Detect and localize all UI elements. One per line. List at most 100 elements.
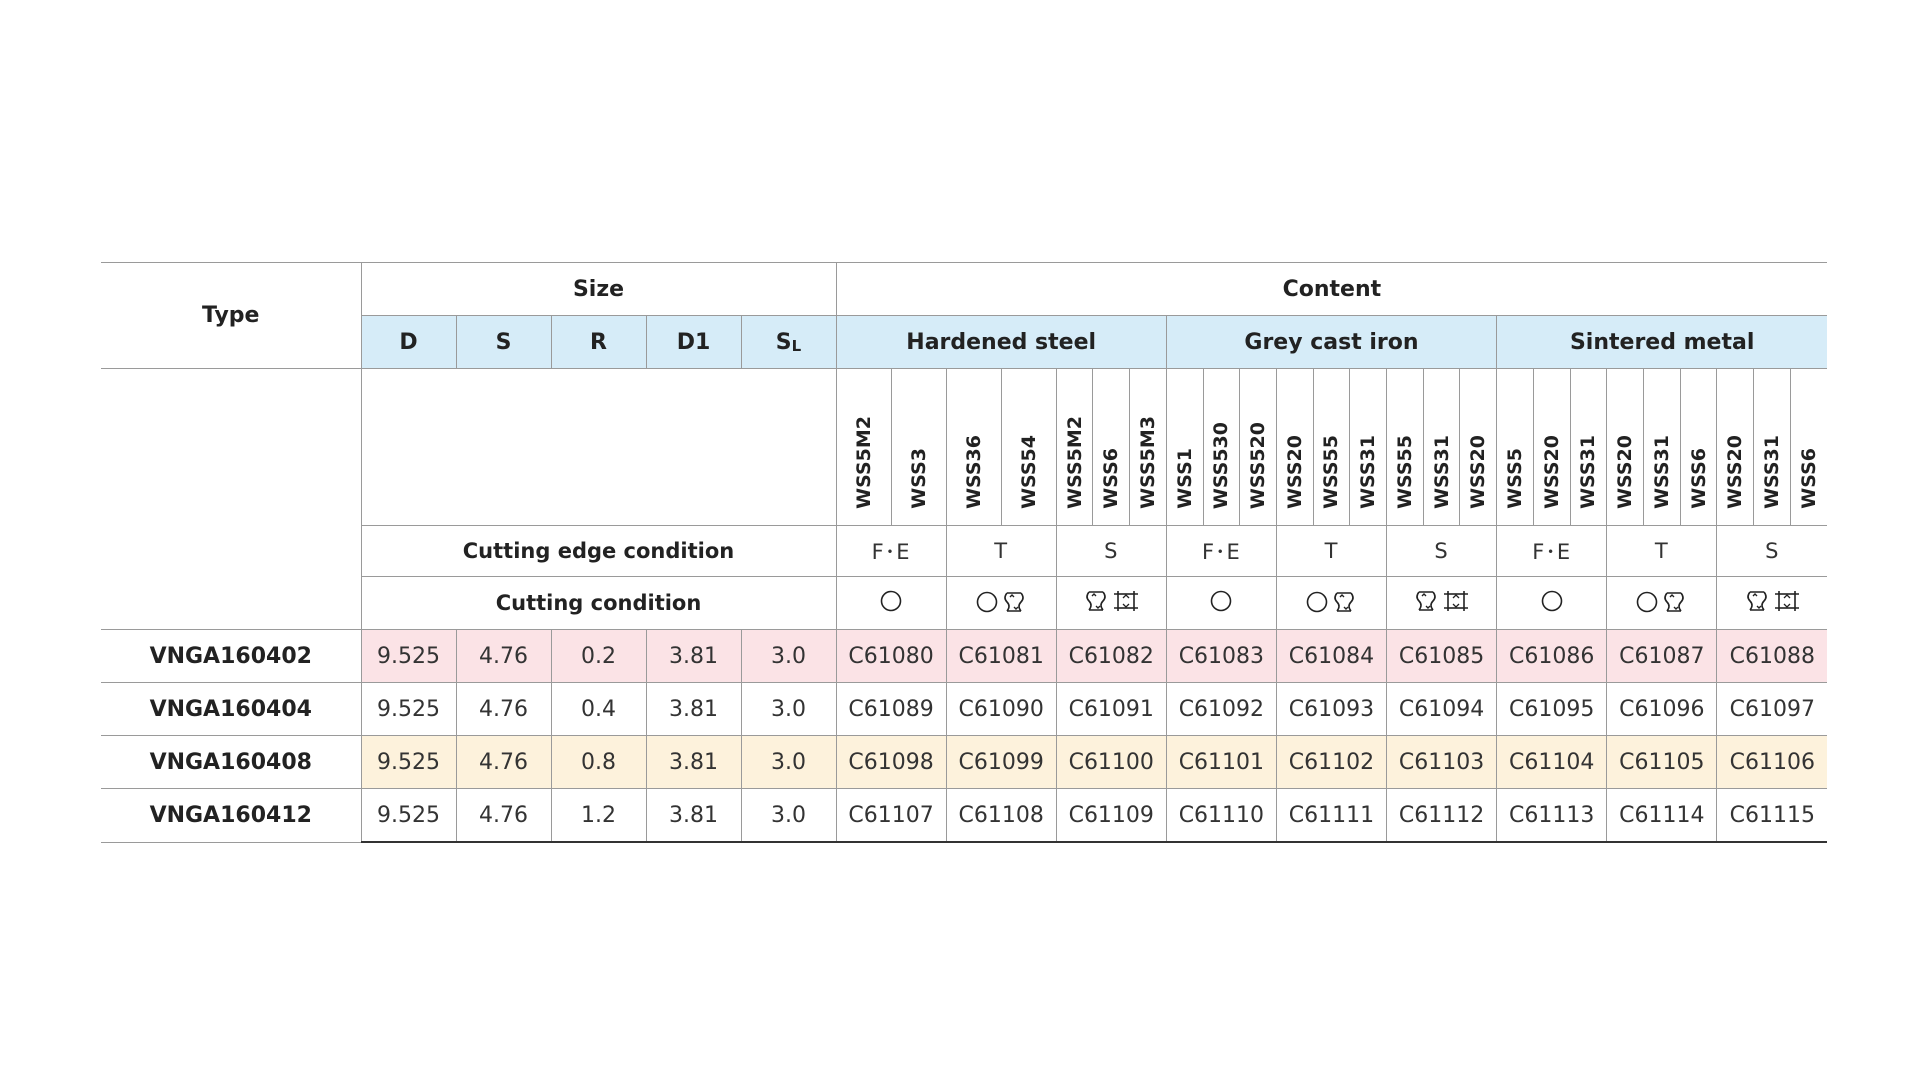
edge-condition: S — [1386, 525, 1498, 577]
cutting-condition-label: Cutting condition — [360, 576, 837, 630]
size-value: 9.525 — [360, 788, 457, 843]
grade-label: WSS20 — [1614, 435, 1637, 509]
grade-cell: WSS31 — [1753, 368, 1791, 526]
grade-label: WSS1 — [1173, 448, 1196, 509]
size-value: 3.81 — [645, 735, 742, 789]
circle-icon — [1541, 590, 1563, 612]
order-code: C61108 — [945, 788, 1057, 843]
order-code: C61114 — [1606, 788, 1718, 843]
order-code: C61107 — [835, 788, 947, 843]
grade-cell: WSS31 — [1642, 368, 1681, 526]
size-header: Size — [360, 262, 837, 316]
order-code: C61106 — [1716, 735, 1828, 789]
cutting-condition-row: Cutting condition — [101, 576, 1828, 630]
grade-label: WSS5M3 — [1136, 416, 1159, 509]
grade-label: WSS31 — [1650, 435, 1673, 509]
edge-condition: F･E — [1496, 525, 1608, 577]
grade-cell: WSS36 — [945, 368, 1002, 526]
side-cut-icon — [1083, 589, 1109, 613]
order-code: C61096 — [1606, 682, 1718, 736]
size-col-sl: SL — [740, 315, 837, 369]
size-value: 3.81 — [645, 682, 742, 736]
type-cell: VNGA160412 — [101, 788, 362, 843]
product-table-container: Type Size Content D S R D1 SL Hardened steel Grey… — [101, 262, 1828, 843]
grade-label: WSS6 — [1100, 448, 1123, 509]
type-cell: VNGA160402 — [101, 629, 362, 683]
order-code: C61110 — [1165, 788, 1277, 843]
size-value: 4.76 — [455, 735, 552, 789]
grade-cell: WSS1 — [1165, 368, 1204, 526]
grade-cell: WSS3 — [890, 368, 947, 526]
order-code: C61091 — [1055, 682, 1167, 736]
type-cell: VNGA160408 — [101, 735, 362, 789]
grade-cell: WSS520 — [1239, 368, 1277, 526]
cutting-condition-cell — [1606, 576, 1718, 630]
size-value: 0.4 — [550, 682, 647, 736]
order-code: C61103 — [1386, 735, 1498, 789]
grade-cell: WSS55 — [1312, 368, 1351, 526]
cutting-condition-cell — [1716, 576, 1828, 630]
size-col-d: D — [360, 315, 457, 369]
header-row-1: Type Size Content — [101, 262, 1828, 369]
order-code: C61086 — [1496, 629, 1608, 683]
grade-cell: WSS20 — [1275, 368, 1314, 526]
size-value: 3.0 — [740, 629, 837, 683]
cutting-condition-symbols — [1744, 589, 1801, 613]
order-code: C61101 — [1165, 735, 1277, 789]
sl-sub: L — [791, 336, 802, 355]
size-value: 3.0 — [740, 682, 837, 736]
order-code: C61088 — [1716, 629, 1828, 683]
cutting-condition-cell — [1386, 576, 1498, 630]
order-code: C61109 — [1055, 788, 1167, 843]
order-code: C61085 — [1386, 629, 1498, 683]
grade-label: WSS20 — [1540, 435, 1563, 509]
grade-label: WSS530 — [1210, 421, 1233, 509]
grade-cell: WSS20 — [1716, 368, 1755, 526]
edge-condition: F･E — [1165, 525, 1277, 577]
edge-condition: T — [1275, 525, 1388, 577]
cutting-condition-symbols — [1306, 590, 1357, 614]
order-code: C61093 — [1275, 682, 1388, 736]
side-cut-icon — [1331, 590, 1357, 614]
size-value: 3.81 — [645, 629, 742, 683]
order-code: C61111 — [1275, 788, 1388, 843]
order-code: C61102 — [1275, 735, 1388, 789]
edge-condition: F･E — [835, 525, 947, 577]
full-cut-icon — [1773, 589, 1801, 613]
grade-label: WSS20 — [1467, 435, 1490, 509]
cutting-edge-row: Cutting edge condition F･E T S F･E T S F･E T S — [101, 525, 1828, 577]
grade-label: WSS36 — [962, 435, 985, 509]
order-code: C61080 — [835, 629, 947, 683]
grade-cell: WSS6 — [1092, 368, 1131, 526]
cutting-condition-symbols — [976, 590, 1027, 614]
grade-label: WSS3 — [907, 448, 930, 509]
grade-cell: WSS20 — [1532, 368, 1571, 526]
size-col-d1: D1 — [645, 315, 742, 369]
size-value: 4.76 — [455, 788, 552, 843]
grade-label: WSS55 — [1393, 435, 1416, 509]
side-cut-icon — [1661, 590, 1687, 614]
size-col-s: S — [455, 315, 552, 369]
edge-condition: S — [1716, 525, 1828, 577]
grade-label: WSS5M2 — [852, 416, 875, 509]
cutting-condition-cell — [1496, 576, 1608, 630]
grade-cell: WSS31 — [1349, 368, 1388, 526]
size-value: 9.525 — [360, 682, 457, 736]
sl-main: S — [775, 329, 792, 355]
material-header-2: Sintered metal — [1496, 315, 1828, 369]
order-code: C61112 — [1386, 788, 1498, 843]
grade-cell: WSS31 — [1422, 368, 1461, 526]
circle-icon — [880, 590, 902, 612]
grade-label: WSS54 — [1017, 435, 1040, 509]
order-code: C61082 — [1055, 629, 1167, 683]
grade-cell: WSS5M3 — [1129, 368, 1167, 526]
table-row: VNGA160412 9.525 4.76 1.2 3.81 3.0 C61107 C6110… — [101, 788, 1828, 843]
grade-cell: WSS5 — [1496, 368, 1534, 526]
grade-cell: WSS54 — [1000, 368, 1057, 526]
material-header-0: Hardened steel — [835, 315, 1167, 369]
size-value: 1.2 — [550, 788, 647, 843]
edge-condition: T — [1606, 525, 1718, 577]
order-code: C61097 — [1716, 682, 1828, 736]
circle-icon — [976, 591, 998, 613]
cutting-condition-symbols — [1210, 590, 1232, 612]
